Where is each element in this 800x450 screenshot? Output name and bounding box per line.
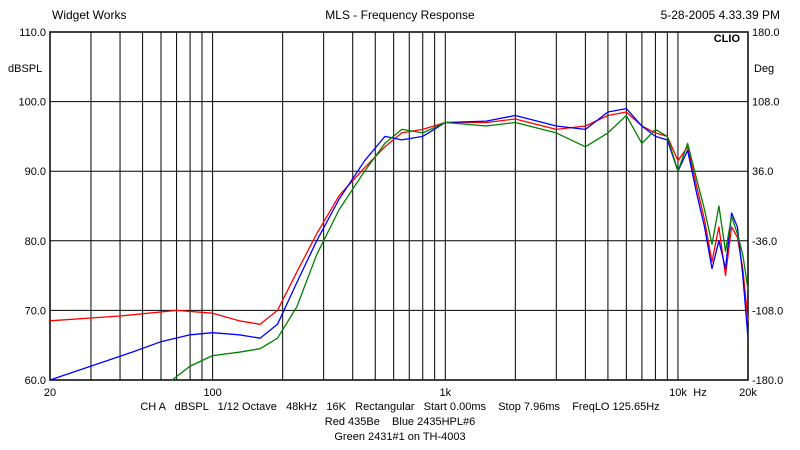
plot-frame (49, 31, 749, 381)
y2-tick-label: 36.0 (752, 166, 773, 178)
x-tick-label: 20k (739, 387, 757, 399)
y-tick-label: 70.0 (25, 305, 46, 317)
y2-tick-label: -108.0 (752, 305, 783, 317)
series-line-blue-2435hpl-6 (49, 107, 749, 381)
footer-settings: CH A dBSPL 1/12 Octave 48kHz 16K Rectang… (140, 401, 660, 413)
header-left-label: Widget Works (52, 8, 127, 22)
y2-tick-label: -36.0 (752, 236, 777, 248)
y-tick-label: 60.0 (25, 375, 46, 387)
x-tick-label: 20 (44, 387, 56, 399)
y-tick-label: 110.0 (19, 27, 46, 39)
y-tick-label: 100.0 (18, 97, 46, 109)
y-tick-label: 80.0 (25, 236, 46, 248)
y2-tick-label: 108.0 (752, 97, 780, 109)
header-timestamp: 5-28-2005 4.33.39 PM (660, 8, 780, 22)
footer-legend-line-1: Red 435Be Blue 2435HPL#6 (324, 416, 476, 428)
clio-brand-label: CLIO (714, 33, 741, 45)
footer-legend-line-2: Green 2431#1 on TH-4003 (334, 431, 466, 443)
x-unit-label: Hz (693, 387, 706, 399)
x-tick-label: 100 (203, 387, 221, 399)
series-line-red-435be (49, 111, 749, 325)
x-tick-label: 1k (439, 387, 451, 399)
x-tick-label: 10k (669, 387, 687, 399)
y-axis-label: dBSPL (8, 63, 42, 75)
y2-axis-label: Deg (754, 63, 774, 75)
chart-title: MLS - Frequency Response (325, 8, 475, 22)
series-line-green-2431-1-on-th-4003 (171, 114, 749, 381)
y2-tick-label: 180.0 (752, 27, 780, 39)
y-tick-label: 90.0 (25, 166, 46, 178)
y2-tick-label: -180.0 (752, 375, 783, 387)
